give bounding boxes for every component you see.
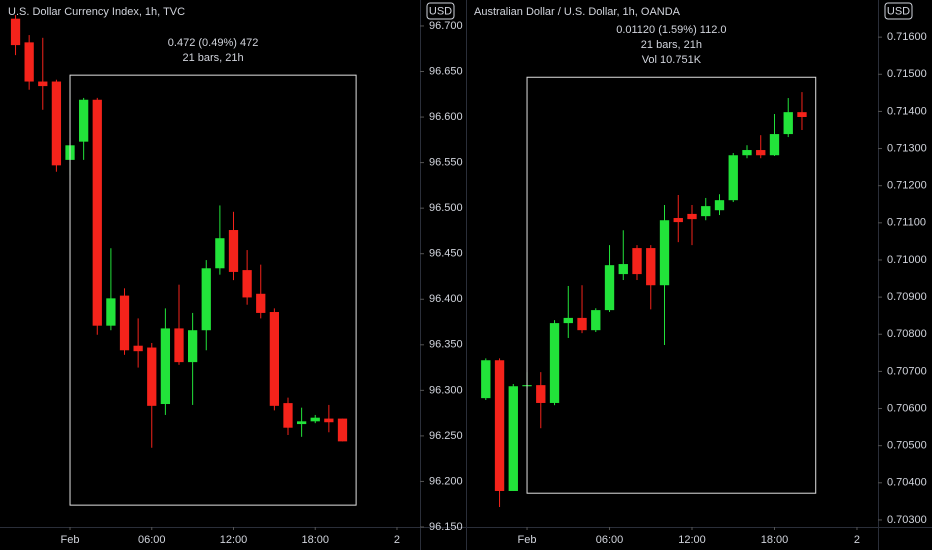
measure-label: 0.01120 (1.59%) 112.0	[616, 24, 726, 36]
candle-body	[337, 418, 348, 442]
y-tick-label: 0.70800	[887, 328, 927, 340]
candle-body	[742, 150, 752, 156]
candle-body	[187, 330, 198, 363]
candle-body	[591, 310, 601, 331]
candle-body	[201, 268, 211, 331]
measure-label: Vol 10.751K	[642, 54, 702, 66]
measure-label: 0.472 (0.49%) 472	[168, 37, 259, 49]
candle-body	[215, 238, 225, 269]
candle-body	[160, 328, 171, 405]
y-tick-label: 0.70600	[887, 402, 927, 414]
currency-label: USD	[429, 5, 452, 17]
measure-box	[69, 74, 357, 506]
candle-body	[481, 360, 491, 399]
candle-body	[673, 218, 683, 223]
y-tick-label: 96.600	[429, 111, 463, 123]
y-tick-label: 96.250	[429, 430, 463, 442]
y-tick-label: 0.70400	[887, 477, 927, 489]
y-tick-label: 0.71000	[887, 254, 927, 266]
candle-body	[174, 328, 184, 363]
candle-body	[797, 112, 807, 117]
candle-body	[310, 417, 320, 422]
candle-body	[769, 134, 780, 156]
y-tick-label: 96.650	[429, 65, 463, 77]
y-tick-label: 96.200	[429, 475, 463, 487]
currency-badge	[884, 2, 913, 20]
y-tick-label: 0.71100	[887, 217, 926, 229]
candle-body	[494, 360, 505, 491]
currency-label: USD	[887, 5, 910, 17]
x-tick-label: 12:00	[678, 534, 706, 546]
y-tick-label: 96.700	[429, 20, 463, 32]
candle-body	[783, 112, 793, 135]
currency-badge	[426, 2, 455, 20]
y-tick-label: 96.350	[429, 339, 463, 351]
y-tick-label: 0.71300	[887, 142, 927, 154]
candle-body	[296, 421, 307, 425]
candle-body	[10, 18, 21, 46]
candle-body	[687, 213, 697, 220]
y-tick-label: 0.71500	[887, 68, 927, 80]
candle-body	[756, 150, 766, 156]
candle-body	[659, 220, 670, 286]
x-tick-label: 06:00	[596, 534, 624, 546]
candle-body	[51, 81, 62, 166]
candle-body	[618, 264, 628, 275]
candle-body	[79, 99, 89, 142]
x-tick-label: 2	[854, 534, 860, 546]
y-tick-label: 96.500	[429, 202, 463, 214]
y-tick-label: 96.550	[429, 157, 463, 169]
y-tick-label: 0.71200	[887, 180, 927, 192]
y-tick-label: 0.70700	[887, 365, 927, 377]
x-tick-label: 06:00	[138, 534, 166, 546]
measure-label: 21 bars, 21h	[182, 52, 243, 64]
candle-body	[256, 293, 266, 313]
candle-body	[24, 42, 34, 82]
x-tick-label: Feb	[61, 534, 80, 546]
x-tick-label: 18:00	[301, 534, 329, 546]
candle-body	[324, 418, 334, 423]
x-tick-label: 18:00	[761, 534, 789, 546]
candle-body	[242, 270, 252, 298]
candle-body	[714, 200, 725, 211]
y-tick-label: 0.70300	[887, 514, 927, 526]
y-tick-label: 0.71600	[887, 31, 927, 43]
candle-body	[563, 317, 573, 324]
candle-body	[119, 295, 130, 351]
chart-title: Australian Dollar / U.S. Dollar, 1h, OAN…	[474, 6, 681, 18]
candle-body	[577, 317, 587, 331]
chart-title: U.S. Dollar Currency Index, 1h, TVC	[8, 6, 185, 18]
candle-body	[508, 386, 518, 491]
candle-body	[549, 323, 560, 403]
y-tick-label: 0.71400	[887, 105, 927, 117]
x-tick-label: 12:00	[220, 534, 248, 546]
measure-box	[526, 76, 817, 494]
candle-body	[632, 248, 642, 275]
y-tick-label: 96.400	[429, 293, 463, 305]
candle-body	[728, 155, 738, 201]
candle-body	[269, 312, 280, 406]
y-tick-label: 96.450	[429, 248, 463, 260]
x-tick-label: 2	[394, 534, 400, 546]
candle-body	[228, 230, 239, 272]
candle-body	[701, 206, 711, 217]
candle-body	[536, 385, 546, 403]
candle-body	[133, 345, 143, 352]
candle-body	[92, 99, 102, 326]
y-tick-label: 0.70900	[887, 291, 927, 303]
measure-label: 21 bars, 21h	[641, 39, 702, 51]
y-tick-label: 96.300	[429, 384, 463, 396]
candle-body	[646, 248, 656, 286]
candle-body	[604, 265, 615, 311]
x-tick-label: Feb	[518, 534, 537, 546]
candle-body	[147, 347, 157, 406]
y-tick-label: 0.70500	[887, 440, 927, 452]
candle-body	[106, 298, 116, 326]
y-tick-label: 96.150	[429, 521, 463, 533]
candle-body	[38, 81, 48, 87]
candle-body	[283, 403, 293, 428]
